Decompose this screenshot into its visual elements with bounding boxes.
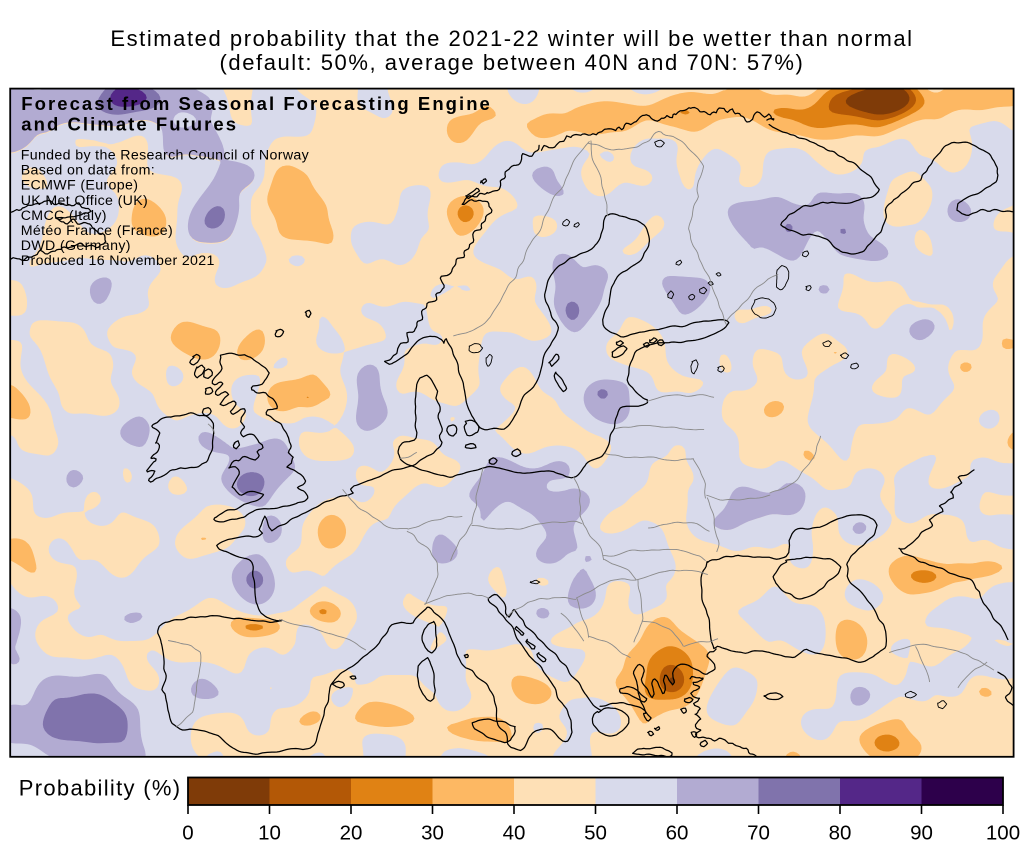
svg-text:CMCC (Italy): CMCC (Italy) [21,208,107,224]
svg-text:100: 100 [986,821,1020,844]
svg-text:Météo France (France): Météo France (France) [21,223,173,239]
svg-text:Funded by the Research Council: Funded by the Research Council of Norway [21,148,310,164]
svg-text:Estimated probability that the: Estimated probability that the 2021-22 w… [110,26,913,51]
svg-text:40: 40 [503,821,526,844]
svg-text:60: 60 [666,821,689,844]
svg-text:UK Met Office (UK): UK Met Office (UK) [21,193,148,209]
svg-text:90: 90 [910,821,933,844]
svg-text:Probability (%): Probability (%) [19,776,182,801]
svg-text:Based on data from:: Based on data from: [21,163,155,179]
svg-text:0: 0 [182,821,193,844]
svg-text:Forecast from Seasonal Forecas: Forecast from Seasonal Forecasting Engin… [21,93,492,114]
svg-text:20: 20 [340,821,363,844]
svg-text:and Climate Futures: and Climate Futures [21,113,238,134]
svg-text:70: 70 [747,821,770,844]
svg-text:DWD (Germany): DWD (Germany) [21,238,131,254]
svg-text:80: 80 [829,821,852,844]
svg-text:50: 50 [584,821,607,844]
svg-text:30: 30 [421,821,444,844]
svg-text:10: 10 [258,821,281,844]
svg-text:Produced 16 November 2021: Produced 16 November 2021 [21,253,215,269]
svg-text:ECMWF (Europe): ECMWF (Europe) [21,178,139,194]
svg-text:(default: 50%, average between: (default: 50%, average between 40N and 7… [220,50,805,75]
